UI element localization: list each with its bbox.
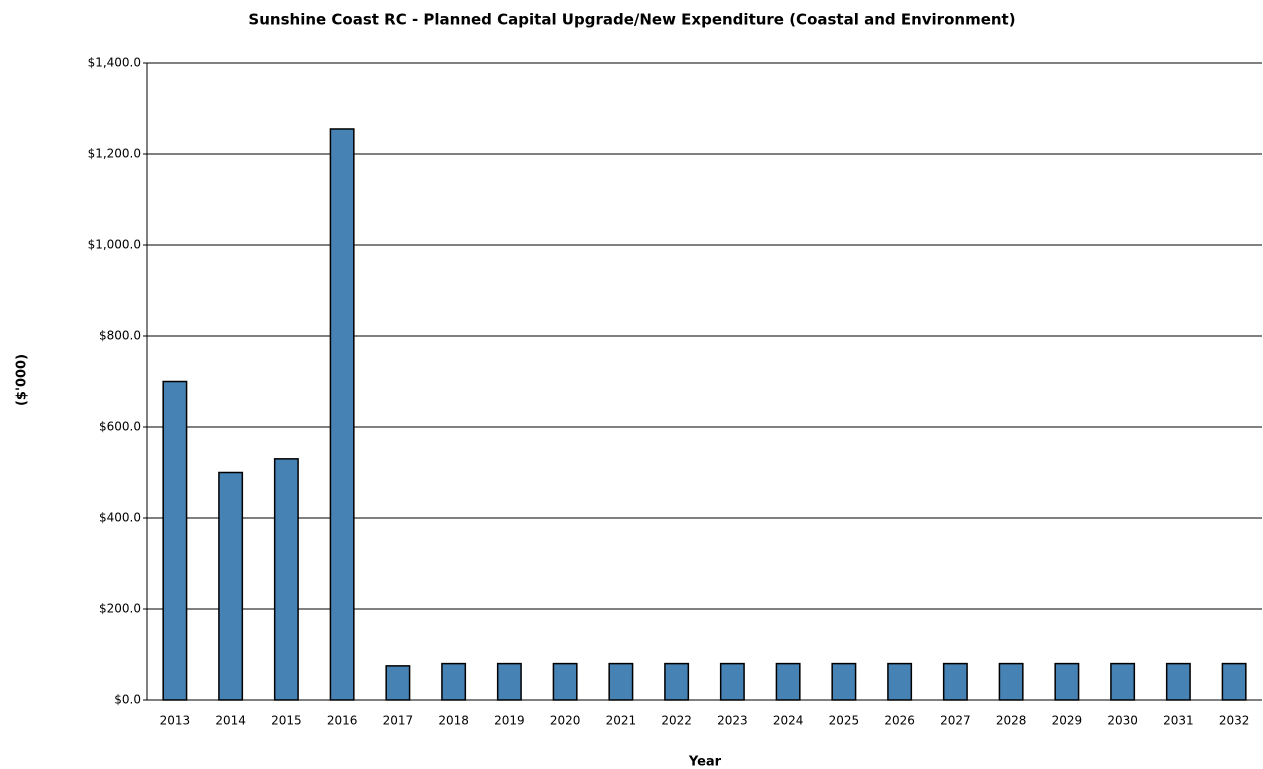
x-tick-label: 2022	[661, 714, 692, 728]
bar	[441, 662, 467, 701]
x-tick-label: 2013	[160, 714, 191, 728]
x-tick-label: 2031	[1163, 714, 1194, 728]
y-tick-label: $200.0	[99, 602, 141, 616]
y-axis-title: ($'000)	[15, 354, 30, 406]
y-tick-label: $1,000.0	[88, 238, 141, 252]
x-tick-label: 2024	[773, 714, 804, 728]
bar	[1221, 662, 1247, 701]
y-tick-label: $800.0	[99, 329, 141, 343]
bar	[719, 662, 745, 701]
x-tick-label: 2014	[215, 714, 246, 728]
x-tick-label: 2020	[550, 714, 581, 728]
y-tick-label: $1,200.0	[88, 147, 141, 161]
bar	[608, 662, 634, 701]
bar	[273, 458, 299, 701]
bar	[1110, 662, 1136, 701]
bar	[775, 662, 801, 701]
bar	[1054, 662, 1080, 701]
x-tick-label: 2018	[438, 714, 469, 728]
x-tick-label: 2027	[940, 714, 971, 728]
bar	[998, 662, 1024, 701]
x-tick-label: 2017	[383, 714, 414, 728]
bar	[664, 662, 690, 701]
bar	[385, 665, 411, 701]
x-tick-label: 2026	[884, 714, 915, 728]
y-tick-label: $1,400.0	[88, 56, 141, 70]
bar	[831, 662, 857, 701]
bar	[496, 662, 522, 701]
x-tick-label: 2016	[327, 714, 358, 728]
x-tick-label: 2021	[606, 714, 637, 728]
x-tick-label: 2025	[829, 714, 860, 728]
bar	[162, 380, 188, 701]
x-axis-title: Year	[688, 755, 722, 769]
bar	[329, 128, 355, 701]
bar	[218, 471, 244, 701]
y-tick-label: $600.0	[99, 420, 141, 434]
x-tick-label: 2028	[996, 714, 1027, 728]
y-tick-label: $400.0	[99, 511, 141, 525]
bar	[887, 662, 913, 701]
x-tick-label: 2032	[1219, 714, 1250, 728]
y-tick-label: $0.0	[114, 693, 141, 707]
x-tick-label: 2023	[717, 714, 748, 728]
x-tick-label: 2029	[1052, 714, 1083, 728]
x-tick-label: 2015	[271, 714, 302, 728]
x-tick-label: 2030	[1107, 714, 1138, 728]
bar	[1165, 662, 1191, 701]
x-tick-label: 2019	[494, 714, 525, 728]
chart-title: Sunshine Coast RC - Planned Capital Upgr…	[248, 11, 1015, 29]
bar	[942, 662, 968, 701]
bar	[552, 662, 578, 701]
